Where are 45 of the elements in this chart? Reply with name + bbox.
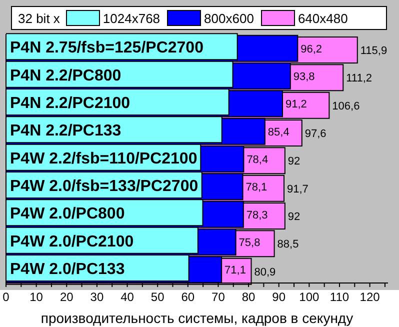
data-label: 91,7 xyxy=(287,183,308,196)
legend-title: 32 bit x xyxy=(18,10,60,26)
x-tick-label: 50 xyxy=(150,290,165,304)
y-tick-label: P4N 2.2/PC2100 xyxy=(10,95,130,112)
y-tick-label: P4W 2.2/fsb=110/PC2100 xyxy=(10,150,198,168)
x-tick-label: 70 xyxy=(212,290,226,304)
data-label: 88,5 xyxy=(277,238,299,251)
data-label: 71,1 xyxy=(224,264,246,277)
x-tick-label: 60 xyxy=(181,290,195,304)
legend-label: 640x480 xyxy=(298,10,348,26)
data-label: 92 xyxy=(288,156,300,168)
y-tick-label: P4N 2.2/PC133 xyxy=(10,122,122,140)
x-tick-label: 10 xyxy=(30,290,44,304)
data-label: 97,6 xyxy=(304,128,326,140)
y-tick-label: P4N 2.75/fsb=125/PC2700 xyxy=(10,40,204,57)
x-tick-label: 80 xyxy=(242,290,256,304)
y-tick-label: P4N 2.2/PC800 xyxy=(10,67,122,84)
data-label: 106,6 xyxy=(332,100,360,112)
data-label: 78,1 xyxy=(246,182,268,194)
x-axis-title: производительность системы, кадров в секунду xyxy=(40,310,354,326)
data-label: 91,2 xyxy=(285,98,307,111)
x-tick-label: 100 xyxy=(299,290,320,304)
x-tick-label: 30 xyxy=(90,290,104,304)
data-label: 78,3 xyxy=(246,209,268,222)
data-label: 96,2 xyxy=(300,43,322,56)
x-tick-label: 20 xyxy=(60,290,74,304)
data-label: 92 xyxy=(288,211,300,223)
x-tick-label: 120 xyxy=(360,290,380,304)
y-tick-label: P4W 2.0/PC800 xyxy=(10,206,125,223)
y-tick-label: P4W 2.0/PC2100 xyxy=(10,233,134,250)
legend-label: 800x600 xyxy=(204,10,254,26)
x-tick-label: 40 xyxy=(120,290,134,304)
data-label: 115,9 xyxy=(360,45,388,57)
data-label: 111,2 xyxy=(346,72,372,85)
legend-label: 1024x768 xyxy=(102,10,160,26)
data-label: 93,8 xyxy=(293,71,315,83)
data-label: 80,9 xyxy=(254,266,276,278)
data-label: 78,4 xyxy=(246,154,268,166)
y-tick-label: P4W 2.0/PC133 xyxy=(10,261,125,278)
y-tick-label: P4W 2.0/fsb=133/PC2700 xyxy=(10,178,198,195)
x-tick-label: 90 xyxy=(272,290,286,304)
data-label: 75,8 xyxy=(238,237,260,249)
x-tick-label: 110 xyxy=(330,290,350,304)
x-tick-label: 0 xyxy=(2,290,10,304)
data-label: 85,4 xyxy=(268,126,290,138)
